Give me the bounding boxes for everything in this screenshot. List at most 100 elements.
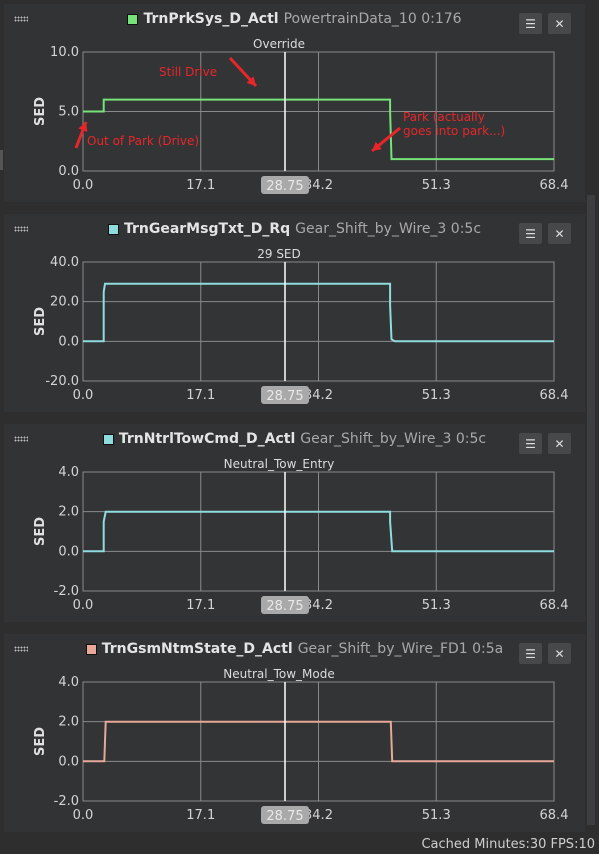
x-tick-label: 51.3 (422, 178, 451, 193)
annotation-arrowhead (246, 76, 256, 86)
y-tick-label: 0.0 (58, 164, 79, 179)
signal-name: TrnPrkSys_D_Actl (143, 11, 279, 27)
annotation-arrowhead (78, 122, 88, 132)
cursor-label-bg (261, 176, 309, 194)
annotation-arrowhead (372, 141, 382, 151)
x-tick-label: 34.2 (304, 178, 333, 193)
cursor-value-text: 29 SED (257, 247, 301, 261)
series-color-swatch (85, 643, 97, 655)
series-line (83, 510, 554, 553)
panel-menu-button[interactable]: ☰ (519, 223, 542, 244)
menu-icon: ☰ (525, 646, 536, 661)
x-tick-label: 17.1 (186, 178, 215, 193)
y-tick-label: 0.0 (58, 334, 79, 349)
panel-header: TrnGsmNtmState_D_Actl Gear_Shift_by_Wire… (4, 634, 585, 664)
drag-handle-icon[interactable] (14, 646, 28, 652)
plot-area[interactable]: 4.02.00.0-2.00.0 17.1 34.2 51.3 68.4SED28.75… (4, 634, 585, 832)
x-tick-label: 17.1 (186, 598, 215, 613)
cursor-label-bg (261, 806, 309, 824)
signal-name: TrnGsmNtmState_D_Actl (101, 641, 293, 657)
vertical-scrollbar[interactable] (587, 195, 595, 825)
drag-handle-icon[interactable] (14, 436, 28, 442)
panel-header: TrnNtrlTowCmd_D_Actl Gear_Shift_by_Wire_… (4, 424, 585, 454)
signal-name: TrnGearMsgTxt_D_Rq (123, 221, 291, 237)
drag-handle-icon[interactable] (14, 16, 28, 22)
cursor-value-label: 28.75 (266, 179, 303, 194)
series-color-swatch (127, 13, 139, 25)
y-tick-label: 0.0 (58, 754, 79, 769)
panel-close-button[interactable]: ✕ (548, 643, 571, 664)
cursor-value-label: 28.75 (266, 809, 303, 824)
y-tick-label: 2.0 (58, 505, 79, 520)
plot-panel: TrnPrkSys_D_Actl PowertrainData_10 0:176… (4, 4, 585, 202)
y-tick-label: 4.0 (58, 465, 79, 480)
signal-source: Gear_Shift_by_Wire_FD1 0:5a (297, 641, 504, 657)
y-tick-label: 40.0 (50, 255, 79, 270)
plot-area[interactable]: 10.0 5.0 0.00.0 17.1 34.2 51.3 68.4 SED 28.75 Ove… (4, 4, 585, 202)
x-tick-label: 0.0 (73, 598, 94, 613)
signal-name: TrnNtrlTowCmd_D_Actl (118, 431, 296, 447)
x-tick-label: 68.4 (540, 388, 569, 403)
menu-icon: ☰ (525, 226, 536, 241)
plot-area[interactable]: 40.020.00.0-20.00.0 17.1 34.2 51.3 68.4SED28… (4, 214, 585, 412)
y-tick-label: 20.0 (50, 295, 79, 310)
cursor-value-text: Override (253, 37, 305, 51)
cursor-value-text: Neutral_Tow_Entry (224, 457, 335, 471)
series-color-swatch (107, 223, 119, 235)
y-axis-label: SED (33, 97, 48, 126)
drag-handle-icon[interactable] (14, 226, 28, 232)
y-axis-label: SED (33, 727, 48, 756)
x-tick-label: 17.1 (186, 808, 215, 823)
x-tick-label: 51.3 (422, 808, 451, 823)
series-line (83, 720, 554, 763)
panel-header: TrnGearMsgTxt_D_Rq Gear_Shift_by_Wire_3 … (4, 214, 585, 244)
x-tick-label: 34.2 (304, 388, 333, 403)
x-tick-label: 68.4 (540, 178, 569, 193)
x-tick-label: 34.2 (304, 808, 333, 823)
y-tick-label: -2.0 (54, 584, 79, 599)
left-splitter-handle[interactable] (0, 150, 3, 170)
close-icon: ✕ (554, 226, 565, 241)
panel-close-button[interactable]: ✕ (548, 13, 571, 34)
y-tick-label: 2.0 (58, 715, 79, 730)
close-icon: ✕ (554, 646, 565, 661)
y-tick-label: 10.0 (50, 45, 79, 60)
cursor-label-bg (261, 386, 309, 404)
cursor-label-bg (261, 596, 309, 614)
close-icon: ✕ (554, 436, 565, 451)
y-axis-label: SED (33, 517, 48, 546)
x-tick-label: 51.3 (422, 598, 451, 613)
panel-menu-button[interactable]: ☰ (519, 13, 542, 34)
annotation-text: Park (actually (403, 110, 485, 124)
series-line (83, 282, 554, 343)
signal-source: Gear_Shift_by_Wire_3 0:5c (295, 221, 482, 237)
status-bar: Cached Minutes:30 FPS:10 (421, 837, 595, 852)
panel-menu-button[interactable]: ☰ (519, 433, 542, 454)
cursor-value-label: 28.75 (266, 599, 303, 614)
close-icon: ✕ (554, 16, 565, 31)
y-tick-label: -20.0 (45, 374, 79, 389)
panel-menu-button[interactable]: ☰ (519, 643, 542, 664)
plot-panel: TrnGearMsgTxt_D_Rq Gear_Shift_by_Wire_3 … (4, 214, 585, 412)
panel-close-button[interactable]: ✕ (548, 223, 571, 244)
panel-close-button[interactable]: ✕ (548, 433, 571, 454)
cursor-value-text: Neutral_Tow_Mode (223, 667, 334, 681)
x-tick-label: 51.3 (422, 388, 451, 403)
y-tick-label: 5.0 (58, 105, 79, 120)
cursor-value-label: 28.75 (266, 389, 303, 404)
plot-panel: TrnNtrlTowCmd_D_Actl Gear_Shift_by_Wire_… (4, 424, 585, 622)
signal-source: Gear_Shift_by_Wire_3 0:5c (300, 431, 487, 447)
menu-icon: ☰ (525, 16, 536, 31)
menu-icon: ☰ (525, 436, 536, 451)
panel-header: TrnPrkSys_D_Actl PowertrainData_10 0:176 (4, 4, 585, 34)
y-axis-label: SED (33, 307, 48, 336)
signal-source: PowertrainData_10 0:176 (283, 11, 462, 27)
x-tick-label: 0.0 (73, 808, 94, 823)
x-tick-label: 0.0 (73, 178, 94, 193)
x-tick-label: 0.0 (73, 388, 94, 403)
y-tick-label: 0.0 (58, 544, 79, 559)
plot-area[interactable]: 4.02.00.0-2.00.0 17.1 34.2 51.3 68.4SED28.75… (4, 424, 585, 622)
annotation-text: goes into park...) (403, 124, 505, 138)
x-tick-label: 17.1 (186, 388, 215, 403)
series-line (83, 98, 554, 161)
